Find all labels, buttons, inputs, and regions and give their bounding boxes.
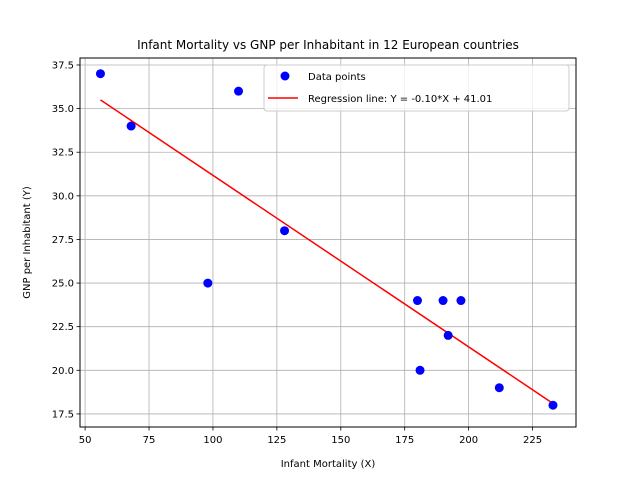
- data-point: [456, 296, 466, 306]
- data-point: [412, 296, 422, 306]
- grid: [80, 58, 576, 427]
- y-tick-label: 25.0: [52, 279, 74, 290]
- y-tick-label: 30.0: [52, 191, 74, 202]
- plot-frame: [79, 57, 577, 428]
- y-tick-label: 35.0: [52, 104, 74, 115]
- x-axis-label: Infant Mortality (X): [281, 459, 376, 470]
- legend: Data points Regression line: Y = -0.10*X…: [263, 64, 570, 112]
- x-tick-label: 50: [79, 435, 92, 446]
- plot-series: [95, 69, 558, 410]
- x-tick-label: 100: [203, 435, 222, 446]
- axis-ticks: 50 75 100 125 150 175 200 225 17.5 20.0 22.5 25.0 27…: [52, 60, 542, 446]
- x-tick-label: 125: [267, 435, 286, 446]
- x-tick-label: 150: [331, 435, 350, 446]
- y-tick-label: 32.5: [52, 148, 74, 159]
- data-point: [415, 365, 425, 375]
- data-point: [95, 69, 105, 79]
- legend-marker-data-points: [280, 71, 290, 81]
- data-point: [548, 400, 558, 410]
- regression-line: [100, 99, 554, 405]
- data-point: [280, 226, 290, 236]
- data-point: [234, 86, 244, 96]
- legend-box: [263, 64, 570, 112]
- y-tick-label: 22.5: [52, 322, 74, 333]
- x-tick-label: 75: [143, 435, 156, 446]
- data-point: [203, 278, 213, 288]
- data-point: [126, 121, 136, 131]
- y-axis-label: GNP per Inhabitant (Y): [22, 186, 33, 299]
- y-tick-label: 17.5: [52, 409, 74, 420]
- legend-label-regression-line: Regression line: Y = -0.10*X + 41.01: [308, 94, 492, 105]
- x-tick-label: 200: [459, 435, 478, 446]
- legend-label-data-points: Data points: [308, 72, 366, 83]
- y-tick-label: 37.5: [52, 60, 74, 71]
- data-point: [443, 330, 453, 340]
- data-point: [438, 296, 448, 306]
- chart-title: Infant Mortality vs GNP per Inhabitant i…: [137, 38, 519, 52]
- data-point: [494, 383, 504, 393]
- x-tick-label: 175: [395, 435, 414, 446]
- x-tick-label: 225: [523, 435, 542, 446]
- y-tick-label: 27.5: [52, 235, 74, 246]
- y-tick-label: 20.0: [52, 366, 74, 377]
